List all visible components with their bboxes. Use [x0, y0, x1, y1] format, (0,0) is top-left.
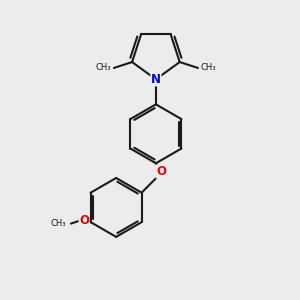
Text: CH₃: CH₃: [51, 219, 67, 228]
Text: N: N: [151, 73, 161, 86]
Text: O: O: [79, 214, 89, 227]
Text: CH₃: CH₃: [201, 64, 216, 73]
Text: CH₃: CH₃: [95, 64, 111, 73]
Text: O: O: [156, 165, 166, 178]
